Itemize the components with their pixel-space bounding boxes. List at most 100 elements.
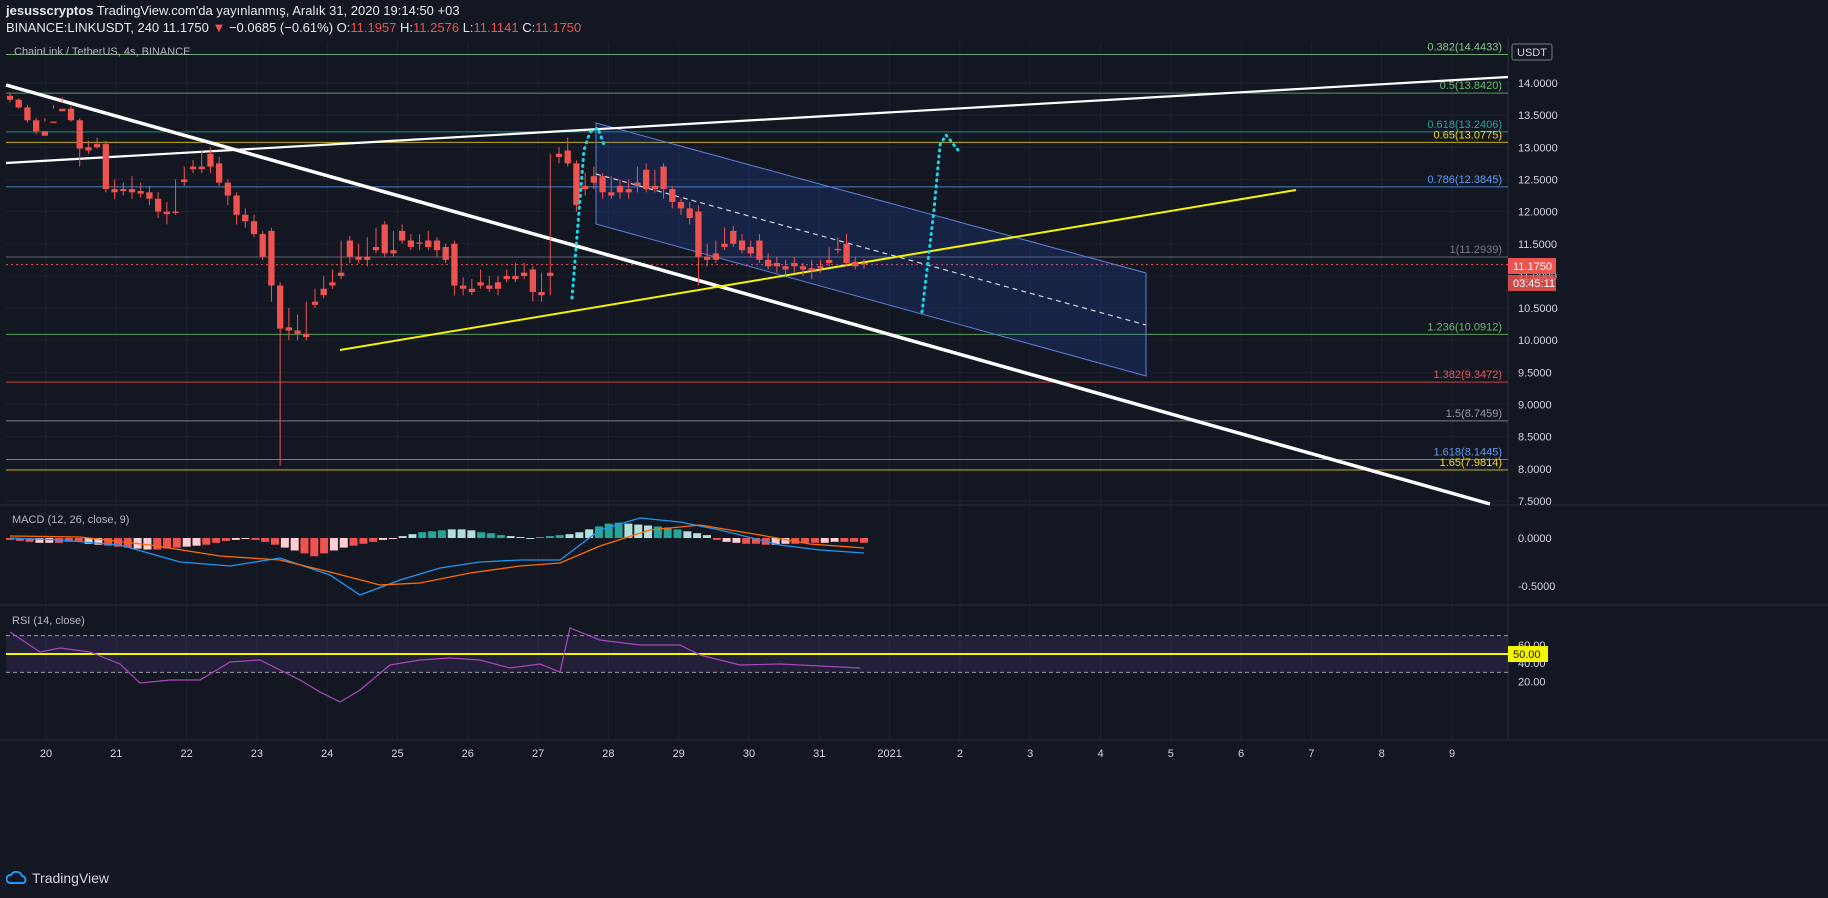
macd-histogram-bar <box>437 530 446 538</box>
high-value: 11.2576 <box>413 20 460 35</box>
macd-histogram-bar <box>634 524 643 538</box>
macd-histogram-bar <box>604 523 613 538</box>
candle-body <box>216 163 223 183</box>
macd-histogram-bar <box>732 538 741 543</box>
fib-level-label: 0.786(12.3845) <box>1427 174 1502 186</box>
macd-histogram-bar <box>585 529 594 538</box>
price-tag <box>1508 258 1556 274</box>
candle-body <box>285 327 292 331</box>
rsi-tick-label: 20.00 <box>1518 677 1546 689</box>
ascending-resistance-line <box>5 75 1509 165</box>
macd-histogram-bar <box>575 532 584 538</box>
candle-body <box>120 189 127 192</box>
low-label: L: <box>462 20 474 35</box>
candle-body <box>721 243 728 247</box>
macd-histogram-bar <box>172 538 181 548</box>
fib-level-label: 0.65(13.0775) <box>1434 129 1503 141</box>
candle-body <box>163 211 170 215</box>
chart-canvas[interactable]: 0.382(14.4433) 0.5(13.8420) 0.618(13.2406)… <box>0 36 1828 862</box>
time-tick-label: 5 <box>1168 748 1174 760</box>
candle-body <box>433 240 441 251</box>
macd-histogram-bar <box>536 537 545 539</box>
macd-histogram-bar <box>339 538 348 548</box>
footer: TradingView <box>0 862 1828 898</box>
macd-histogram-bar <box>15 538 24 541</box>
macd-histogram-bar <box>526 538 535 539</box>
macd-histogram-bar <box>801 538 810 543</box>
macd-histogram-bar <box>320 538 329 554</box>
macd-histogram-bar <box>506 536 515 538</box>
rsi-line <box>9 627 861 703</box>
macd-histogram-bar <box>663 527 672 538</box>
macd-histogram-bar <box>182 538 191 547</box>
candle-body <box>730 230 737 244</box>
candle-body <box>799 266 807 270</box>
price-tick-label: 9.5000 <box>1518 367 1552 379</box>
price-channel <box>595 122 1147 377</box>
candle-body <box>155 198 162 212</box>
macd-histogram-bar <box>221 538 230 541</box>
countdown-tag <box>1508 275 1556 291</box>
countdown-label: 03:45:11 <box>1513 278 1555 290</box>
macd-histogram-bar <box>6 538 14 540</box>
macd-histogram-bar <box>428 531 437 538</box>
price-tick-label: 13.5000 <box>1518 110 1558 122</box>
candle-body <box>294 330 301 334</box>
macd-histogram-bar <box>45 538 54 543</box>
price-tick-label: 10.5000 <box>1518 303 1558 315</box>
time-tick-label: 23 <box>251 748 263 760</box>
candle-body <box>773 263 780 267</box>
candle-body <box>355 256 362 260</box>
time-tick-label: 9 <box>1449 748 1455 760</box>
macd-histogram-bar <box>329 538 338 551</box>
candle-body <box>24 107 31 121</box>
author-name[interactable]: jesusscryptos <box>6 3 94 18</box>
macd-histogram-bar <box>683 531 692 538</box>
rsi-title: RSI (14, close) <box>12 615 85 627</box>
tradingview-logo[interactable]: TradingView <box>6 870 109 886</box>
candle-body <box>320 288 327 296</box>
macd-histogram-bar <box>241 538 250 539</box>
candle-body <box>399 230 406 241</box>
candle-body <box>704 256 711 260</box>
symbol-label[interactable]: BINANCE:LINKUSDT, 240 <box>6 20 160 35</box>
time-tick-label: 20 <box>40 748 52 760</box>
price-tick-label: 7.5000 <box>1518 496 1552 508</box>
macd-histogram-bar <box>261 538 270 542</box>
macd-histogram-bar <box>457 529 466 538</box>
candle-body <box>712 253 719 260</box>
time-tick-label: 2 <box>957 748 963 760</box>
macd-histogram-bar <box>653 526 662 538</box>
candle-body <box>756 240 763 260</box>
macd-tick-label: -0.5000 <box>1518 581 1555 593</box>
candle-body <box>451 243 458 286</box>
candle-body <box>625 189 632 193</box>
candle-body <box>747 246 754 254</box>
candle-body <box>808 268 815 271</box>
candle-body <box>765 259 772 267</box>
candle-body <box>242 214 249 222</box>
macd-histogram-bar <box>310 538 319 557</box>
macd-histogram-bar <box>850 538 859 542</box>
candle-body <box>529 269 536 292</box>
low-value: 11.1141 <box>473 20 519 35</box>
macd-histogram-bar <box>202 538 211 545</box>
candle-body <box>59 108 66 112</box>
time-tick-label: 22 <box>180 748 192 760</box>
candle-body <box>381 224 388 254</box>
candle-body <box>834 248 841 251</box>
time-tick-label: 26 <box>462 748 474 760</box>
candle-body <box>346 240 353 257</box>
macd-histogram-bar <box>722 538 731 542</box>
candle-body <box>503 275 510 280</box>
macd-histogram-bar <box>447 529 456 538</box>
macd-histogram-bar <box>192 538 201 546</box>
candle-body <box>128 189 136 193</box>
candle-body <box>364 256 371 260</box>
macd-histogram-bar <box>545 536 554 538</box>
macd-histogram-bar <box>251 538 260 540</box>
macd-histogram-bar <box>673 529 682 538</box>
unit-label: USDT <box>1517 47 1547 59</box>
price-tag-label: 11.1750 <box>1513 261 1552 273</box>
candle-body <box>85 147 92 151</box>
